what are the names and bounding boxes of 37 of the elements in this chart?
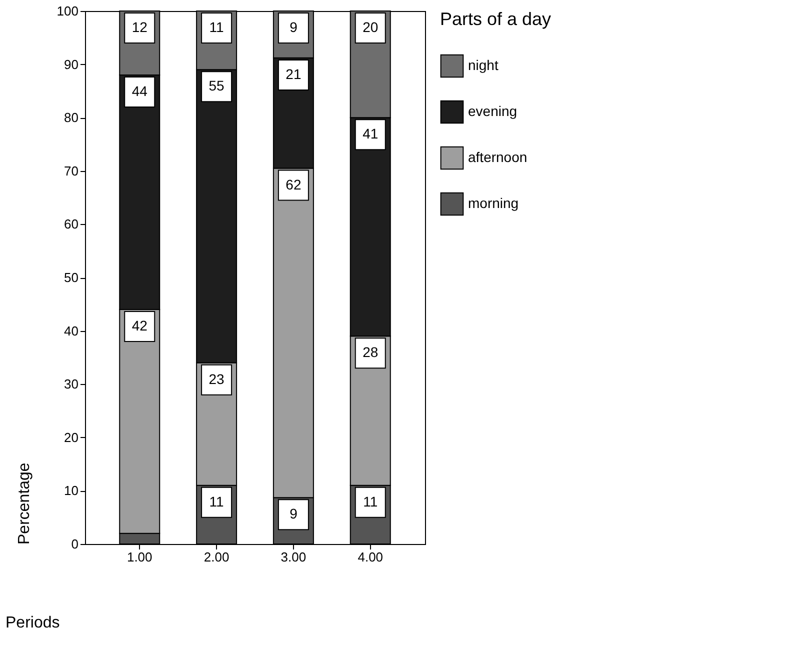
data-label: 12	[132, 19, 148, 36]
x-tick-label: 1.00	[126, 550, 152, 564]
y-axis-title: Percentage	[16, 462, 33, 544]
x-tick-label: 3.00	[280, 550, 306, 564]
data-label: 41	[362, 126, 378, 142]
data-label: 21	[286, 66, 302, 82]
data-label: 23	[208, 370, 225, 387]
y-tick-label: 70	[64, 163, 78, 178]
data-label: 44	[132, 83, 148, 100]
data-label: 9	[290, 19, 298, 36]
y-tick-label: 0	[71, 536, 78, 552]
y-tick-label: 40	[64, 323, 78, 338]
data-label: 11	[363, 493, 378, 510]
legend-label: evening	[468, 103, 518, 119]
data-label: 11	[209, 19, 224, 36]
data-label: 28	[362, 344, 378, 360]
data-label: 9	[290, 506, 298, 522]
data-label: 62	[286, 176, 302, 192]
legend-title: Parts of a day	[440, 9, 552, 29]
y-tick-label: 90	[64, 56, 78, 72]
data-label: 55	[208, 78, 225, 94]
y-tick-label: 100	[56, 4, 78, 18]
legend-label: night	[468, 57, 498, 73]
legend-label: morning	[468, 195, 519, 211]
x-axis-title: Periods	[6, 614, 60, 632]
y-tick-label: 20	[64, 430, 78, 445]
x-tick-label: 4.00	[358, 550, 384, 564]
legend-label: afternoon	[468, 149, 528, 165]
data-label: 42	[132, 318, 148, 334]
y-tick-label: 60	[64, 216, 78, 232]
y-tick-label: 10	[64, 483, 78, 498]
data-label: 20	[362, 19, 378, 36]
y-tick-label: 30	[64, 376, 78, 392]
x-tick-label: 2.00	[204, 550, 230, 564]
data-label: 11	[209, 493, 224, 510]
y-tick-label: 50	[64, 270, 78, 285]
y-tick-label: 80	[64, 110, 78, 126]
